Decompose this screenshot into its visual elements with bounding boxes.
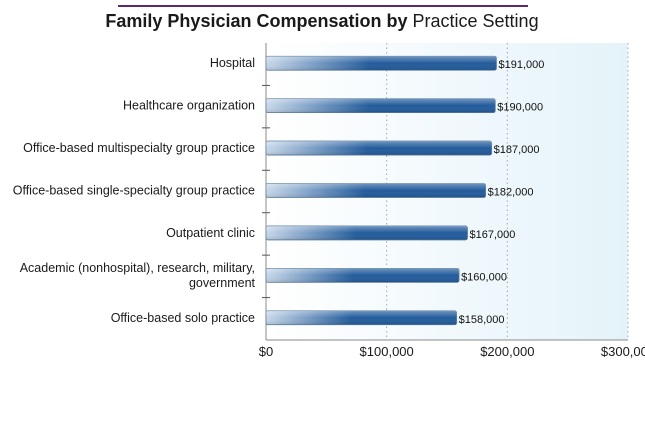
value-labels: $191,000 $190,000 $187,000 $182,000 $167,000…	[459, 59, 545, 326]
category-label-line: Hospital	[210, 56, 255, 70]
category-label: Office-based solo practice	[111, 311, 255, 325]
bar-shine	[266, 56, 497, 71]
category-label-line: Healthcare organization	[123, 99, 255, 113]
value-label: $191,000	[498, 59, 544, 71]
value-label: $182,000	[488, 187, 534, 199]
chart-title-bold: Family Physician Compensation by	[105, 11, 407, 31]
category-label: Healthcare organization	[123, 99, 255, 113]
bars	[265, 55, 497, 326]
category-label-line: Office-based solo practice	[111, 311, 255, 325]
chart-title: Family Physician Compensation by Practic…	[105, 11, 538, 31]
category-label: Outpatient clinic	[166, 226, 255, 240]
category-label-line: Academic (nonhospital), research, milita…	[20, 261, 255, 275]
x-tick-label: $200,000	[480, 344, 534, 359]
category-label-line: Office-based single-specialty group prac…	[13, 184, 255, 198]
category-label: Office-based multispecialty group practi…	[23, 141, 255, 155]
bar-shine	[266, 141, 492, 156]
category-ticks	[262, 84, 270, 299]
category-label: Hospital	[210, 56, 255, 70]
chart-title-setting: Practice Setting	[413, 11, 539, 31]
x-tick-label: $0	[259, 344, 273, 359]
bar-shine	[266, 310, 457, 325]
x-tick-label: $300,000	[601, 344, 645, 359]
category-label-line: Office-based multispecialty group practi…	[23, 141, 255, 155]
x-tick-label: $100,000	[360, 344, 414, 359]
value-label: $158,000	[459, 314, 505, 326]
category-label: Academic (nonhospital), research, milita…	[20, 261, 256, 290]
x-tick-labels: $0 $100,000 $200,000 $300,000	[259, 344, 645, 359]
category-label-line: Outpatient clinic	[166, 226, 255, 240]
value-label: $160,000	[461, 271, 507, 283]
category-labels: Hospital Healthcare organization Office-ba…	[13, 56, 256, 325]
category-label-line: government	[189, 276, 256, 290]
bar-shine	[266, 225, 468, 240]
value-label: $190,000	[497, 102, 543, 114]
bar-shine	[266, 98, 496, 113]
category-label: Office-based single-specialty group prac…	[13, 184, 255, 198]
bar-shine	[266, 183, 486, 198]
bar-shine	[266, 268, 460, 283]
value-label: $187,000	[494, 144, 540, 156]
value-label: $167,000	[470, 229, 516, 241]
